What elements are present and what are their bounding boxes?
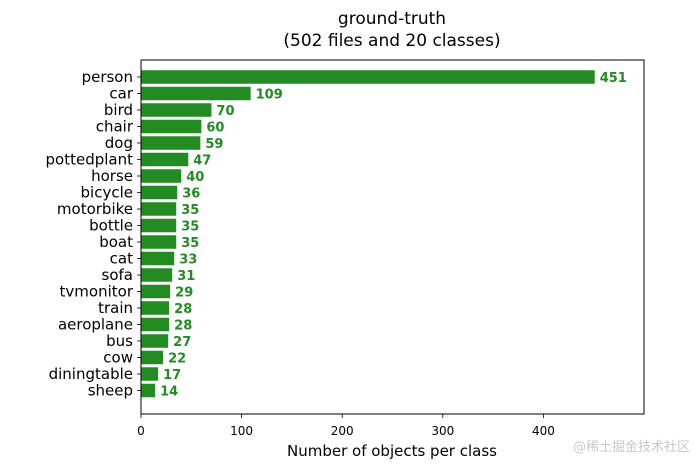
plot-area: person 451 car 109 bird 70 chair 60 dog 59 pottedp… (46, 59, 645, 438)
bar-boat (141, 235, 177, 249)
category-label-boat: boat (99, 233, 133, 251)
bar-sofa (141, 268, 173, 282)
data-label-train: 28 (174, 302, 192, 317)
bar-car (141, 86, 251, 101)
bar-aeroplane (141, 317, 170, 332)
bar-sheep (141, 383, 156, 398)
category-label-cat: cat (110, 250, 133, 268)
bar-cat (141, 251, 175, 266)
category-label-car: car (109, 85, 133, 103)
category-label-pottedplant: pottedplant (46, 151, 134, 169)
category-label-bottle: bottle (89, 217, 133, 235)
data-label-chair: 60 (206, 121, 224, 136)
bar-horse (141, 169, 182, 183)
data-label-bicycle: 36 (182, 187, 200, 202)
chart-subtitle: (502 files and 20 classes) (283, 31, 500, 51)
data-label-sheep: 14 (160, 385, 178, 400)
category-label-dog: dog (105, 134, 133, 152)
data-label-bus: 27 (173, 335, 191, 350)
category-label-bicycle: bicycle (81, 184, 133, 202)
data-label-tvmonitor: 29 (175, 286, 193, 301)
category-label-aeroplane: aeroplane (58, 316, 133, 334)
category-label-person: person (82, 68, 133, 86)
axes-frame (140, 59, 645, 415)
bar-person (141, 70, 595, 84)
x-axis-label: Number of objects per class (287, 442, 497, 460)
bar-pottedplant (141, 152, 189, 167)
data-label-boat: 35 (181, 236, 199, 251)
category-label-sheep: sheep (88, 382, 133, 400)
data-label-pottedplant: 47 (193, 154, 211, 169)
x-tick-label-0: 0 (137, 424, 145, 438)
category-label-cow: cow (103, 349, 133, 367)
bar-bicycle (141, 185, 178, 200)
data-label-cat: 33 (179, 253, 197, 268)
data-label-cow: 22 (168, 352, 186, 367)
category-label-sofa: sofa (102, 266, 133, 284)
category-label-diningtable: diningtable (49, 365, 133, 383)
data-label-sofa: 31 (177, 269, 195, 284)
bar-train (141, 301, 170, 315)
x-tick-label-300: 300 (431, 424, 454, 438)
bar-tvmonitor (141, 284, 171, 299)
data-label-horse: 40 (186, 170, 204, 185)
category-label-train: train (98, 299, 133, 317)
data-label-dog: 59 (205, 137, 223, 152)
category-label-chair: chair (96, 118, 134, 136)
x-tick-label-100: 100 (230, 424, 253, 438)
watermark: @稀土掘金技术社区 (573, 439, 690, 455)
bar-diningtable (141, 367, 159, 381)
bar-dog (141, 136, 201, 150)
bar-bird (141, 103, 212, 117)
x-tick-label-400: 400 (532, 424, 555, 438)
data-label-diningtable: 17 (163, 368, 181, 383)
data-label-aeroplane: 28 (174, 319, 192, 334)
bar-motorbike (141, 202, 177, 216)
bar-bottle (141, 218, 177, 233)
chart-title: ground-truth (338, 9, 446, 29)
category-label-horse: horse (91, 167, 133, 185)
data-label-person: 451 (600, 71, 627, 86)
data-label-car: 109 (256, 88, 283, 103)
x-tick-label-200: 200 (331, 424, 354, 438)
category-label-bus: bus (106, 332, 133, 350)
bar-chair (141, 119, 202, 134)
category-label-tvmonitor: tvmonitor (60, 283, 134, 301)
data-label-bottle: 35 (181, 220, 199, 235)
bar-cow (141, 350, 164, 365)
bar-bus (141, 334, 169, 348)
data-label-bird: 70 (216, 104, 234, 119)
category-label-motorbike: motorbike (57, 200, 133, 218)
data-label-motorbike: 35 (181, 203, 199, 218)
category-label-bird: bird (104, 101, 133, 119)
